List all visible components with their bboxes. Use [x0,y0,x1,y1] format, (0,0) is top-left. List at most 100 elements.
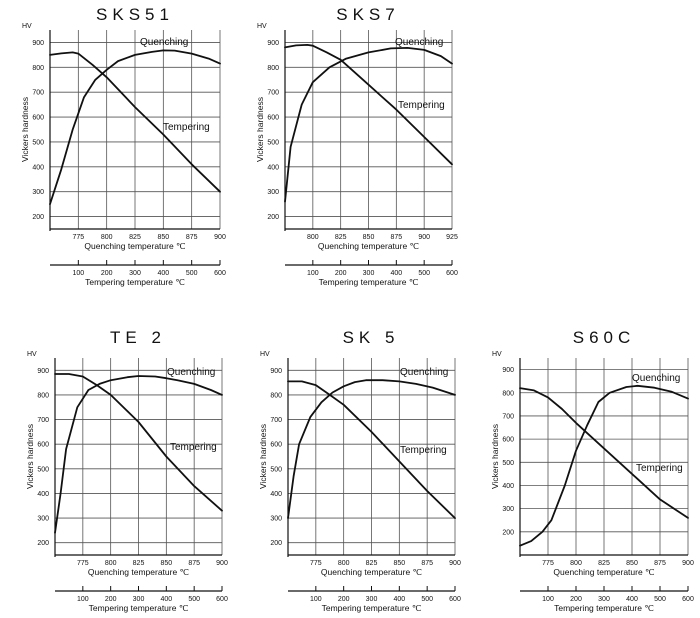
y-tick-label: 800 [37,392,49,399]
y-tick-label: 900 [267,40,279,47]
chart-title: S60C [573,328,636,347]
temper-tick-label: 600 [449,596,461,603]
y-unit-label: HV [260,351,270,358]
temper-tick-label: 500 [654,596,666,603]
quench-tick-label: 900 [682,560,694,567]
y-tick-label: 300 [502,506,514,513]
chart-title: SK 5 [343,328,400,347]
tempering-curve [54,373,223,512]
temper-tick-label: 100 [310,596,322,603]
temper-tick-label: 300 [366,596,378,603]
y-axis-label: Vickers hardness [25,424,35,489]
temper-tick-label: 100 [72,270,84,277]
tempering-curve-label: Tempering [398,100,445,111]
quench-tick-label: 825 [335,234,347,241]
y-tick-label: 200 [32,214,44,221]
y-tick-label: 600 [267,115,279,122]
tempering-curve-label: Tempering [636,463,683,474]
temper-tick-label: 500 [188,596,200,603]
y-axis-label: Vickers hardness [490,424,500,489]
temper-tick-label: 300 [598,596,610,603]
y-tick-label: 900 [32,40,44,47]
temper-tick-label: 400 [390,270,402,277]
temper-tick-label: 400 [393,596,405,603]
y-tick-label: 600 [37,442,49,449]
y-tick-label: 700 [502,413,514,420]
quench-tick-label: 800 [105,560,117,567]
temper-tick-label: 300 [363,270,375,277]
quench-tick-label: 775 [72,234,84,241]
temper-tick-label: 300 [133,596,145,603]
temper-tick-label: 500 [186,270,198,277]
quenching-curve-label: Quenching [632,373,680,384]
temper-axis-label: Tempering temperature ℃ [322,603,422,613]
y-tick-label: 900 [37,368,49,375]
quench-tick-label: 850 [393,560,405,567]
tempering-curve-label: Tempering [170,442,217,453]
chart-panel: SK 5 HV 200 300 400 500 600 700 800 900 775 800 825 8… [258,328,461,613]
quench-tick-label: 850 [626,560,638,567]
quench-tick-label: 875 [390,234,402,241]
quenching-curve [287,379,456,519]
y-unit-label: HV [22,23,32,30]
y-tick-label: 600 [502,437,514,444]
quench-tick-label: 850 [160,560,172,567]
y-tick-label: 400 [267,164,279,171]
tempering-curve [287,380,456,519]
quench-axis-label: Quenching temperature ℃ [318,241,420,251]
quench-tick-label: 900 [418,234,430,241]
quench-tick-label: 800 [307,234,319,241]
temper-tick-label: 600 [682,596,694,603]
quenching-curve-label: Quenching [395,37,443,48]
y-tick-label: 200 [267,214,279,221]
quench-tick-label: 800 [101,234,113,241]
quench-tick-label: 875 [186,234,198,241]
quench-tick-label: 775 [310,560,322,567]
temper-tick-label: 600 [216,596,228,603]
quenching-curve-label: Quenching [140,37,188,48]
y-tick-label: 300 [32,189,44,196]
y-axis-label: Vickers hardness [20,97,30,162]
temper-tick-label: 200 [335,270,347,277]
y-unit-label: HV [27,351,37,358]
quench-tick-label: 875 [421,560,433,567]
y-tick-label: 700 [32,90,44,97]
y-tick-label: 500 [502,460,514,467]
quench-tick-label: 925 [446,234,458,241]
temper-tick-label: 400 [157,270,169,277]
chart-panel: SKS51 HV 200 300 400 500 600 700 800 900 775 800 825… [20,5,226,287]
tempering-curve [284,44,453,166]
chart-title: SKS7 [336,5,399,24]
y-tick-label: 700 [37,417,49,424]
temper-tick-label: 600 [214,270,226,277]
temper-tick-label: 600 [446,270,458,277]
temper-tick-label: 400 [626,596,638,603]
quenching-curve [519,384,689,547]
temper-tick-label: 200 [338,596,350,603]
quench-tick-label: 850 [363,234,375,241]
quench-tick-label: 825 [598,560,610,567]
temper-tick-label: 100 [77,596,89,603]
quench-tick-label: 775 [77,560,89,567]
y-tick-label: 400 [37,491,49,498]
tempering-curve [49,51,221,193]
quench-tick-label: 800 [338,560,350,567]
quench-tick-label: 900 [214,234,226,241]
quench-axis-label: Quenching temperature ℃ [321,567,423,577]
y-axis-label: Vickers hardness [255,97,265,162]
chart-panel: SKS7 HV 200 300 400 500 600 700 800 900 800 825 850 8… [255,5,458,287]
y-tick-label: 400 [32,164,44,171]
quenching-curve [284,47,453,203]
y-tick-label: 300 [270,516,282,523]
y-axis-label: Vickers hardness [258,424,268,489]
chart-panel: S60C HV 200 300 400 500 600 700 800 900 775 800 825 8… [490,328,694,613]
quenching-curve-label: Quenching [167,367,215,378]
temper-tick-label: 200 [101,270,113,277]
quench-tick-label: 850 [157,234,169,241]
quench-axis-label: Quenching temperature ℃ [88,567,190,577]
y-tick-label: 200 [37,540,49,547]
y-tick-label: 700 [267,90,279,97]
chart-title: TE 2 [110,328,166,347]
quench-axis-label: Quenching temperature ℃ [84,241,186,251]
